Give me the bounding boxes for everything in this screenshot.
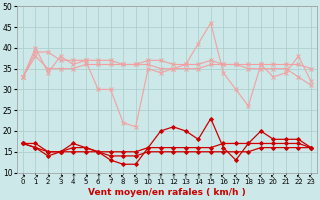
X-axis label: Vent moyen/en rafales ( km/h ): Vent moyen/en rafales ( km/h ) (88, 188, 246, 197)
